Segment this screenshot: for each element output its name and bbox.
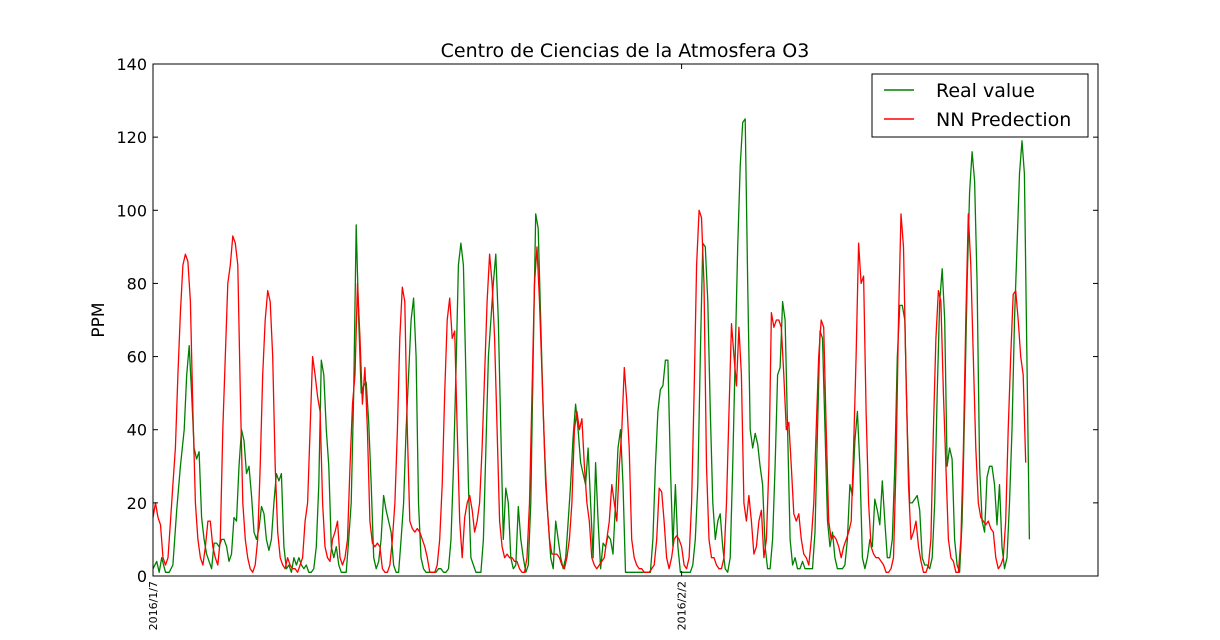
chart-title: Centro de Ciencias de la Atmosfera O3 [441, 40, 810, 62]
legend-label-real-value: Real value [936, 80, 1035, 102]
series-line-nn-predection [152, 209, 1027, 573]
plot-frame [152, 63, 1099, 577]
y-tick-label: 60 [127, 348, 147, 367]
y-tick-label: 40 [127, 421, 147, 440]
x-tick-label: 2016/2/2 [676, 581, 689, 630]
x-tick-label: 2016/1/7 [147, 581, 160, 630]
series-layer [152, 118, 1031, 573]
y-tick-label: 100 [116, 201, 147, 220]
y-axis: 0 20 40 60 80 100 120 140 [116, 55, 1098, 586]
y-axis-label: PPM [89, 302, 109, 337]
y-tick-label: 120 [116, 128, 147, 147]
x-axis: 2016/1/7 2016/2/2 [147, 64, 689, 630]
series-line-real-value [152, 118, 1031, 573]
y-tick-label: 140 [116, 55, 147, 74]
legend-label-nn-predection: NN Predection [936, 109, 1071, 131]
legend: Real value NN Predection [871, 73, 1089, 138]
y-tick-label: 80 [127, 274, 147, 293]
y-tick-label: 20 [127, 494, 147, 513]
y-tick-label: 0 [137, 567, 147, 586]
legend-box [871, 73, 1089, 138]
